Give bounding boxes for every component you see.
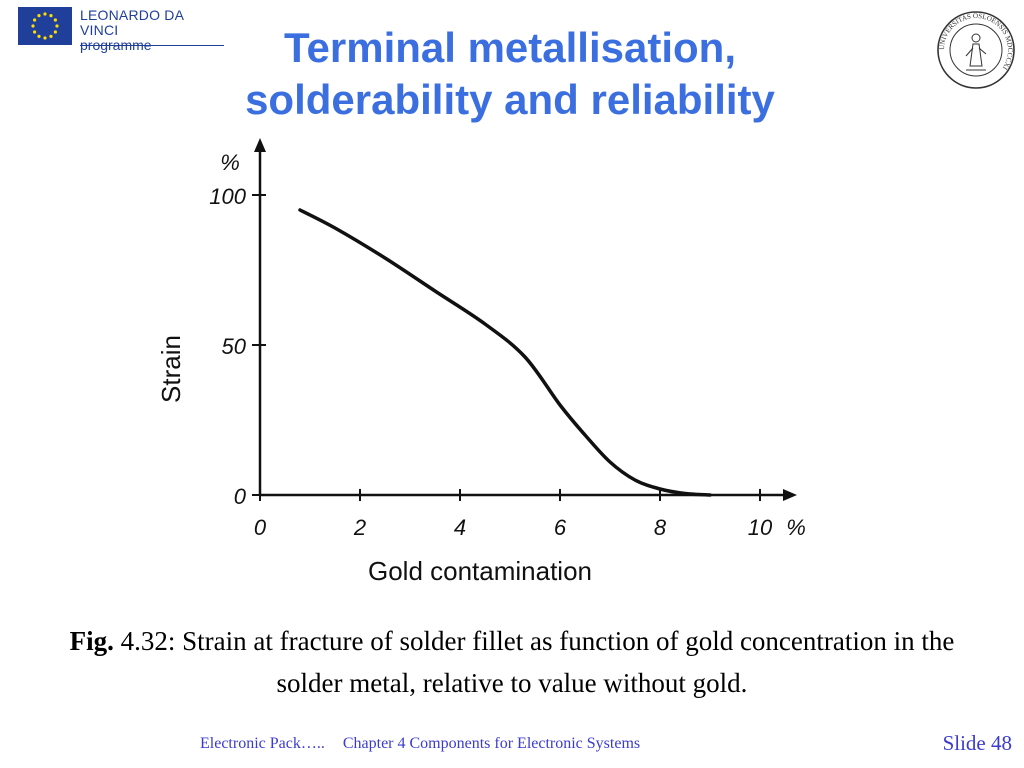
programme-line1: LEONARDO DA VINCI [80,7,184,38]
footer-course: Electronic Pack….. [200,735,325,752]
leonardo-da-vinci-logo: LEONARDO DA VINCI programme [18,7,224,53]
y-unit-label: % [220,150,240,175]
programme-rule [80,45,224,46]
y-tick-label: 50 [222,334,247,359]
footer: Electronic Pack….. Chapter 4 Components … [200,735,640,753]
slide-title: Terminal metallisation, solderability an… [140,22,880,126]
eu-flag-icon [18,7,72,45]
title-line1: Terminal metallisation, [283,24,736,71]
seal-figure-icon [965,33,987,71]
y-tick-label: 100 [209,184,246,209]
y-axis-arrow-icon [254,138,266,152]
x-tick-label: 6 [554,515,567,540]
strain-vs-gold-chart: 0 2 4 6 8 10% 0 50 100% Gold contamination Strain [140,135,820,595]
x-tick-label: 0 [254,515,267,540]
figure-caption: Fig. 4.32: Strain at fracture of solder … [40,620,984,704]
caption-fig-label: Fig. [69,626,114,656]
x-unit-label: % [786,515,806,540]
title-line2: solderability and reliability [245,76,775,123]
slide-number: Slide 48 [942,731,1012,755]
y-tick-label: 0 [234,484,247,509]
strain-curve [298,208,712,497]
footer-chapter: Chapter 4 Components for Electronic Syst… [342,735,641,752]
y-axis-label: Strain [156,335,186,403]
x-tick-label: 2 [353,515,366,540]
caption-text: 4.32: Strain at fracture of solder fille… [113,626,955,698]
x-tick-label: 8 [654,515,667,540]
x-axis-arrow-icon [783,489,797,501]
x-tick-label: 4 [454,515,466,540]
x-tick-label: 10 [748,515,773,540]
x-axis-label: Gold contamination [368,556,592,586]
university-seal-logo: UNIVERSITAS OSLOENSIS MDCCCXI [936,10,1016,90]
